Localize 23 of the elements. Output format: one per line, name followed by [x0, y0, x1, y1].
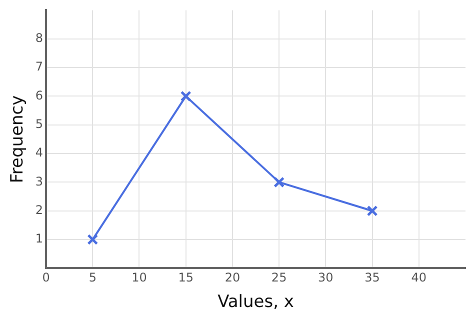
x-tick-label: 30 — [318, 270, 334, 285]
point — [274, 176, 285, 188]
x-tick-label: 40 — [411, 270, 427, 285]
point — [87, 234, 98, 246]
point — [180, 90, 192, 102]
x-axis-title: Values, x — [218, 292, 294, 312]
y-tick-label: 7 — [35, 60, 44, 74]
y-tick-label: 8 — [35, 30, 44, 45]
y-tick-label: 3 — [35, 174, 44, 188]
y-tick-label: 6 — [35, 88, 44, 102]
y-tick-label: 1 — [35, 232, 44, 246]
y-tick-label: 5 — [35, 116, 44, 131]
x-tick-label: 20 — [224, 270, 240, 285]
y-tick-label: 4 — [35, 146, 44, 160]
y-axis-title: Frequency — [8, 95, 28, 184]
x-tick-label: 15 — [178, 270, 194, 285]
x-tick-label: 35 — [364, 270, 380, 285]
x-tick-label: 0 — [42, 270, 50, 285]
x-tick-label: 10 — [132, 270, 147, 285]
x-tick-label: 25 — [271, 270, 287, 285]
point — [366, 205, 378, 216]
y-tick-label: 2 — [35, 202, 44, 217]
x-tick-label: 5 — [88, 270, 96, 285]
